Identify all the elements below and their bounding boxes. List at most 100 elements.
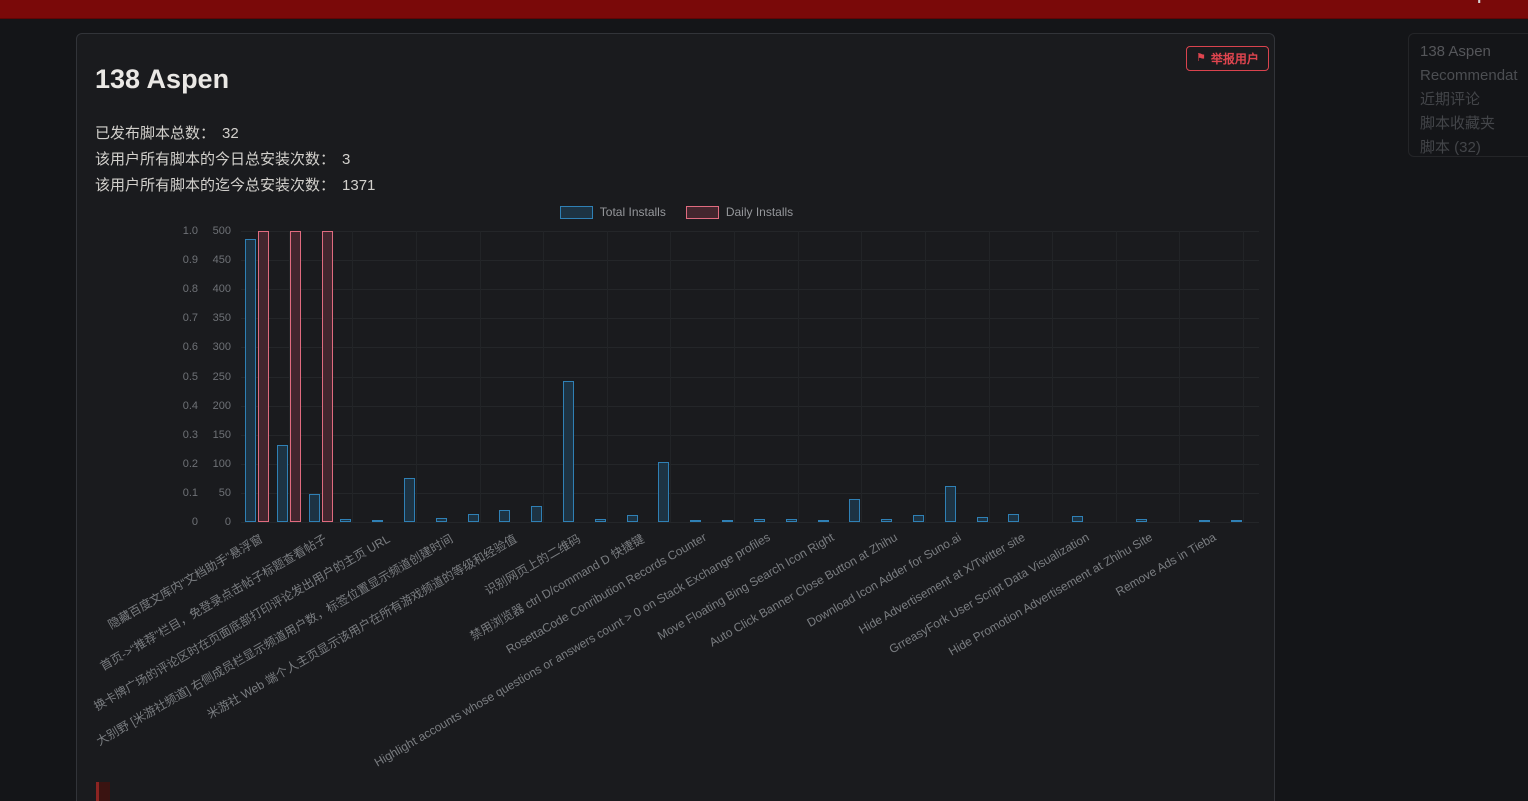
total-installs-bar[interactable] [722,520,734,522]
sidebar-item-recent-comments[interactable]: 近期评论 [1420,91,1481,108]
y-axis-tick-daily: 0.6 [182,341,198,354]
legend-label: Total Installs [599,205,666,219]
total-installs-bar[interactable] [244,239,256,522]
report-user-label: 举报用户 [1210,52,1259,66]
flag-icon: ⚑ [1196,52,1206,64]
gridline-horizontal [241,289,1259,291]
gridline-vertical [1115,231,1117,522]
total-installs-bar[interactable] [308,494,320,522]
daily-installs-bar[interactable] [257,231,269,522]
y-axis-tick-total: 100 [212,457,231,470]
gridline-horizontal [241,463,1259,465]
y-axis-tick-daily: 0.7 [182,312,198,325]
legend-swatch-daily [685,205,719,219]
total-installs-bar[interactable] [976,516,988,522]
daily-installs-bar[interactable] [321,231,333,522]
gridline-vertical [543,231,545,522]
top-navbar: ScriptCat [0,0,1528,19]
y-axis-tick-total: 300 [212,341,231,354]
x-axis-label: Highlight accounts whose questions or an… [372,530,773,770]
gridline-horizontal [241,231,1259,232]
total-installs-bar[interactable] [753,518,765,522]
y-axis-tick-daily: 0.4 [182,399,198,412]
total-installs-bar[interactable] [372,520,384,522]
sidebar-item-script-favorites[interactable]: 脚本收藏夹 [1420,115,1496,132]
gridline-vertical [988,231,990,522]
y-axis-tick-daily: 0 [191,516,198,528]
gridline-horizontal [241,376,1259,378]
gridline-vertical [1179,231,1181,522]
stat-label: 该用户所有脚本的迄今总安装次数： [95,177,336,194]
y-axis-tick-daily: 0.1 [182,486,198,499]
brand-link[interactable]: ScriptCat [1447,0,1518,4]
total-installs-bar[interactable] [1072,516,1084,522]
total-installs-bar[interactable] [276,444,288,522]
install-chart-plot-area: 1.0 0.9 0.8 0.7 0.6 0.5 0.4 0.3 0.2 0.1 0 500 450 400… [91,225,1259,769]
sidebar-item-scripts[interactable]: 脚本 (32) [1420,139,1481,156]
y-axis-tick-daily: 1.0 [182,225,198,237]
total-installs-bar[interactable] [658,462,670,522]
gridline-vertical [924,231,926,522]
stat-value: 32 [222,125,239,142]
gridline-vertical [734,231,736,522]
total-installs-bar[interactable] [531,506,543,522]
total-installs-bar[interactable] [881,519,893,522]
total-installs-bar[interactable] [340,519,352,522]
gridline-vertical [479,231,481,522]
gridline-vertical [288,231,290,522]
gridline-horizontal [241,318,1259,320]
gridline-horizontal [241,522,1259,523]
total-installs-bar[interactable] [435,517,447,522]
y-axis-tick-total: 200 [212,399,231,412]
total-installs-bar[interactable] [1008,514,1020,522]
total-installs-bar[interactable] [467,514,479,522]
total-installs-bar[interactable] [563,380,575,522]
user-stats: 已发布脚本总数： 32 该用户所有脚本的今日总安装次数： 3 该用户所有脚本的迄今总… [95,122,375,200]
gridline-vertical [1243,231,1245,522]
stat-label: 已发布脚本总数： [95,125,216,142]
stat-label: 该用户所有脚本的今日总安装次数： [95,151,336,168]
total-installs-bar[interactable] [1231,520,1243,522]
total-installs-bar[interactable] [499,510,511,522]
stat-value: 1371 [342,177,376,194]
chart-legend: Total Installs Daily Installs [77,205,1274,219]
gridline-vertical [352,231,354,522]
gridline-horizontal [241,405,1259,407]
total-installs-bar[interactable] [944,485,956,522]
total-installs-bar[interactable] [626,515,638,522]
total-installs-bar[interactable] [817,520,829,522]
gridline-vertical [415,231,417,522]
y-axis-tick-total: 350 [212,312,231,325]
sidebar-item-recommendations[interactable]: Recommendat [1420,67,1518,84]
section-heading-accent [96,782,110,801]
profile-card: 138 Aspen ⚑ 举报用户 已发布脚本总数： 32 该用户所有脚本的今日总安… [76,33,1275,801]
y-axis-tick-total: 0 [224,516,231,528]
total-installs-bar[interactable] [785,518,797,522]
total-installs-bar[interactable] [594,519,606,522]
total-installs-bar[interactable] [690,520,702,522]
stat-total-installs: 该用户所有脚本的迄今总安装次数： 1371 [95,174,375,200]
y-axis-tick-daily: 0.5 [182,370,198,383]
report-user-button[interactable]: ⚑ 举报用户 [1186,46,1269,71]
legend-item-total-installs[interactable]: Total Installs [559,205,666,219]
gridline-vertical [861,231,863,522]
total-installs-bar[interactable] [1199,520,1211,522]
daily-installs-bar[interactable] [289,231,301,522]
gridline-vertical [1052,231,1054,522]
y-axis-tick-total: 400 [212,283,231,296]
total-installs-bar[interactable] [849,498,861,522]
total-installs-bar[interactable] [1135,518,1147,522]
stat-total-scripts: 已发布脚本总数： 32 [95,122,375,148]
sidebar-item-user[interactable]: 138 Aspen [1420,43,1491,60]
stat-daily-installs: 该用户所有脚本的今日总安装次数： 3 [95,148,375,174]
legend-item-daily-installs[interactable]: Daily Installs [685,205,793,219]
total-installs-bar[interactable] [912,515,924,522]
gridline-horizontal [241,492,1259,494]
gridline-vertical [797,231,799,522]
stat-value: 3 [342,151,351,168]
page-title: 138 Aspen [95,64,230,94]
gridline-vertical [670,231,672,522]
total-installs-bar[interactable] [403,478,415,522]
gridline-horizontal [241,347,1259,349]
